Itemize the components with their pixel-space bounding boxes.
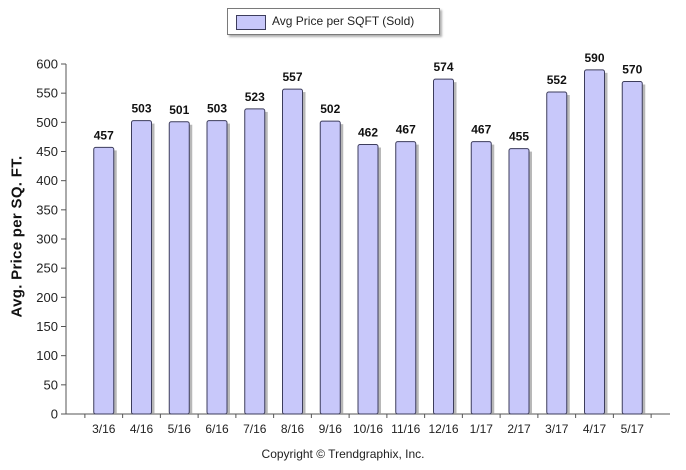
bar [508, 148, 530, 415]
copyright-text: Copyright © Trendgraphix, Inc. [261, 447, 425, 461]
bar-value-label: 462 [358, 126, 378, 140]
x-tick-label: 3/17 [545, 422, 569, 436]
x-tick-label: 2/17 [507, 422, 531, 436]
legend-swatch [236, 15, 266, 30]
bar [621, 81, 643, 415]
bar-value-label: 457 [94, 128, 114, 142]
x-tick-label: 5/16 [168, 422, 192, 436]
y-tick-label: 400 [36, 173, 58, 188]
x-tick-label: 6/16 [205, 422, 229, 436]
bar-value-label: 467 [396, 123, 416, 137]
y-tick-label: 0 [51, 407, 58, 422]
bar [357, 144, 379, 415]
bar-value-label: 503 [131, 102, 151, 116]
bar [584, 69, 605, 415]
x-tick-label: 8/16 [281, 422, 305, 436]
legend-label: Avg Price per SQFT (Sold) [272, 14, 415, 28]
bar [131, 120, 152, 415]
x-tick-label: 9/16 [319, 422, 343, 436]
bar-value-label: 557 [282, 70, 302, 84]
bar-value-label: 552 [547, 73, 567, 87]
bar [546, 91, 568, 415]
y-tick-label: 150 [36, 319, 58, 334]
x-tick-label: 11/16 [391, 422, 420, 436]
legend: Avg Price per SQFT (Sold) [227, 8, 440, 35]
bar [206, 120, 228, 415]
y-tick-label: 550 [36, 86, 58, 101]
bar-value-label: 574 [433, 60, 453, 74]
bar [470, 141, 492, 415]
y-tick-label: 50 [44, 377, 58, 392]
y-tick-label: 600 [36, 57, 58, 72]
bar [282, 88, 303, 415]
y-tick-label: 250 [36, 261, 58, 276]
x-tick-label: 4/16 [130, 422, 154, 436]
x-tick-label: 1/17 [470, 422, 494, 436]
bar [244, 108, 266, 415]
y-tick-label: 200 [36, 290, 58, 305]
y-tick-label: 500 [36, 115, 58, 130]
y-tick-label: 300 [36, 232, 58, 247]
bar-value-label: 523 [245, 90, 265, 104]
y-tick-label: 350 [36, 202, 58, 217]
bar [433, 78, 454, 415]
y-tick-label: 100 [36, 348, 58, 363]
x-tick-label: 4/17 [583, 422, 607, 436]
bar [93, 146, 115, 415]
x-tick-label: 12/16 [428, 422, 458, 436]
bar [168, 121, 190, 415]
bar-value-label: 590 [584, 51, 604, 65]
bar-value-label: 501 [169, 103, 189, 117]
bar-value-label: 570 [622, 63, 642, 77]
bar-value-label: 503 [207, 102, 227, 116]
x-tick-label: 3/16 [92, 422, 116, 436]
bar-value-label: 467 [471, 123, 491, 137]
bar [395, 141, 417, 415]
y-tick-label: 450 [36, 144, 58, 159]
x-tick-label: 5/17 [621, 422, 645, 436]
bar [319, 120, 341, 415]
x-tick-label: 7/16 [243, 422, 267, 436]
bar-value-label: 455 [509, 130, 529, 144]
x-tick-label: 10/16 [353, 422, 383, 436]
bar-value-label: 502 [320, 102, 340, 116]
